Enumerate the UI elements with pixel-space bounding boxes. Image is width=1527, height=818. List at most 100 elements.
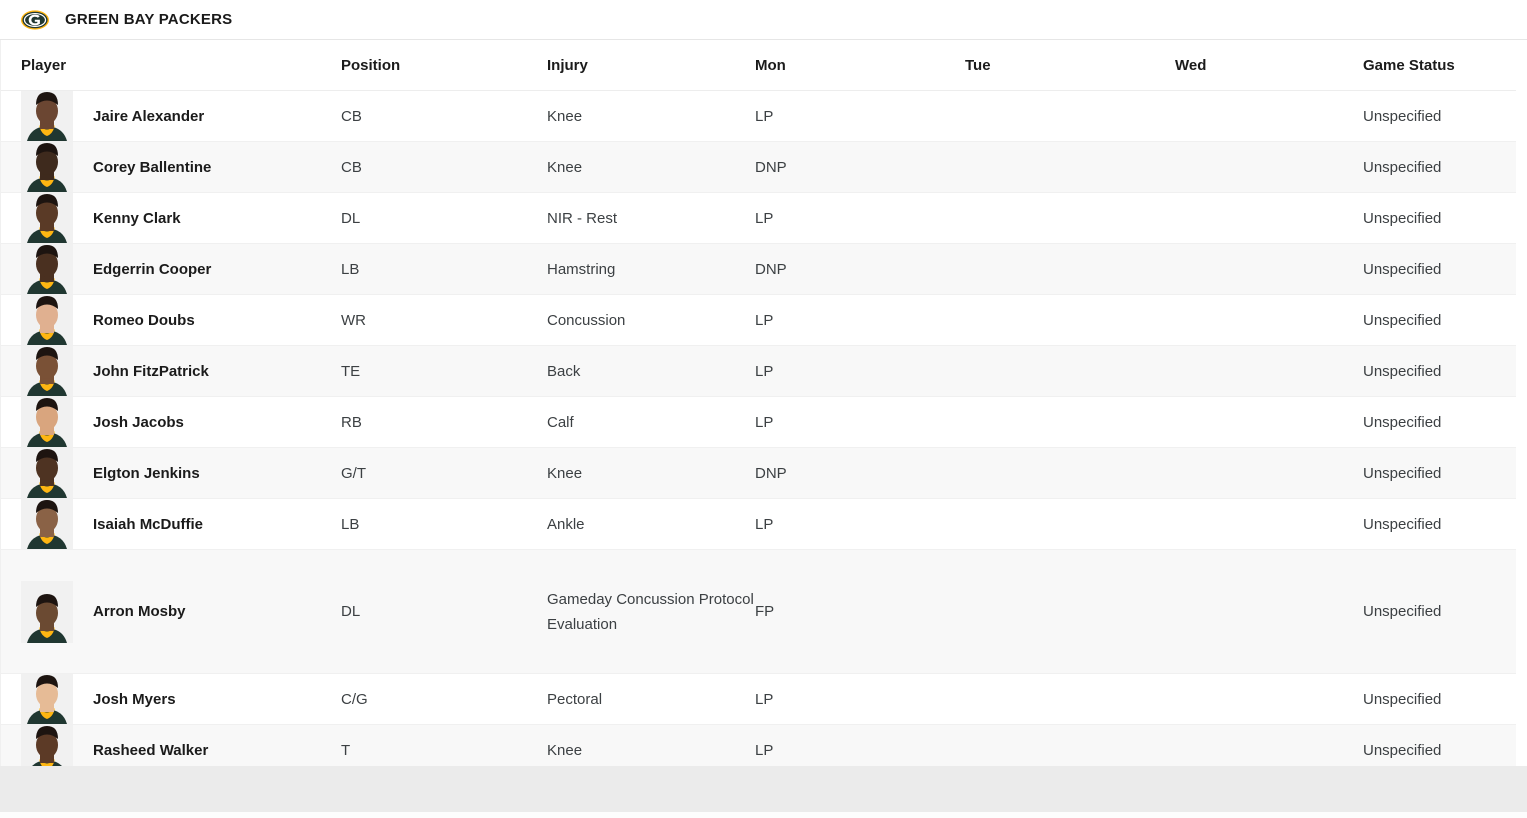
player-headshot-avatar [21, 580, 73, 643]
cell-tue [965, 673, 1175, 725]
cell-wed [1175, 498, 1363, 550]
player-name: Josh Jacobs [93, 413, 184, 431]
table-row[interactable]: Josh Myers C/G Pectoral LP Unspecified [1, 673, 1516, 725]
cell-player[interactable]: Isaiah McDuffie [1, 498, 341, 550]
cell-player[interactable]: Kenny Clark [1, 192, 341, 244]
cell-game-status: Unspecified [1363, 345, 1516, 397]
player-name: Elgton Jenkins [93, 464, 200, 482]
player-headshot-avatar [21, 346, 73, 396]
cell-player[interactable]: Edgerrin Cooper [1, 243, 341, 295]
cell-position: DL [341, 192, 547, 244]
cell-game-status: Unspecified [1363, 243, 1516, 295]
player-name: Corey Ballentine [93, 158, 212, 176]
page-footer-area [0, 766, 1527, 818]
cell-wed [1175, 243, 1363, 295]
cell-mon: LP [755, 192, 965, 244]
column-header-wed[interactable]: Wed [1175, 40, 1363, 91]
cell-wed [1175, 673, 1363, 725]
table-row[interactable]: Isaiah McDuffie LB Ankle LP Unspecified [1, 498, 1516, 550]
cell-tue [965, 724, 1175, 766]
cell-game-status: Unspecified [1363, 447, 1516, 499]
player-name: Rasheed Walker [93, 741, 209, 759]
table-row[interactable]: Rasheed Walker T Knee LP Unspecified [1, 724, 1516, 766]
injury-text: Knee [547, 464, 583, 482]
cell-game-status: Unspecified [1363, 498, 1516, 550]
cell-mon: LP [755, 724, 965, 766]
cell-mon: LP [755, 673, 965, 725]
cell-player[interactable]: Arron Mosby [1, 549, 341, 674]
cell-injury: Back [547, 345, 755, 397]
cell-player[interactable]: Elgton Jenkins [1, 447, 341, 499]
cell-player[interactable]: Jaire Alexander [1, 90, 341, 142]
cell-player[interactable]: John FitzPatrick [1, 345, 341, 397]
cell-position: CB [341, 141, 547, 193]
player-name: Josh Myers [93, 690, 176, 708]
player-headshot-avatar [21, 142, 73, 192]
cell-tue [965, 345, 1175, 397]
table-header-row: Player Position Injury Mon Tue Wed Game … [1, 40, 1516, 91]
table-header: Player Position Injury Mon Tue Wed Game … [1, 40, 1516, 91]
player-headshot-avatar [21, 499, 73, 549]
cell-player[interactable]: Corey Ballentine [1, 141, 341, 193]
cell-wed [1175, 549, 1363, 674]
column-header-position[interactable]: Position [341, 40, 547, 91]
team-name: GREEN BAY PACKERS [65, 11, 233, 28]
cell-player[interactable]: Romeo Doubs [1, 294, 341, 346]
cell-position: RB [341, 396, 547, 448]
cell-wed [1175, 90, 1363, 142]
injury-text: Knee [547, 158, 583, 176]
cell-injury: Calf [547, 396, 755, 448]
column-header-mon[interactable]: Mon [755, 40, 965, 91]
table-row[interactable]: Jaire Alexander CB Knee LP Unspecified [1, 90, 1516, 142]
table-row[interactable]: Elgton Jenkins G/T Knee DNP Unspecified [1, 447, 1516, 499]
cell-game-status: Unspecified [1363, 724, 1516, 766]
cell-wed [1175, 141, 1363, 193]
column-header-tue[interactable]: Tue [965, 40, 1175, 91]
cell-tue [965, 192, 1175, 244]
column-header-injury[interactable]: Injury [547, 40, 755, 91]
player-headshot-avatar [21, 193, 73, 243]
cell-position: TE [341, 345, 547, 397]
column-header-player[interactable]: Player [1, 40, 341, 91]
player-headshot-avatar [21, 244, 73, 294]
cell-wed [1175, 192, 1363, 244]
table-row[interactable]: Romeo Doubs WR Concussion LP Unspecified [1, 294, 1516, 346]
player-headshot-avatar [21, 397, 73, 447]
player-headshot-avatar [21, 448, 73, 498]
packers-g-logo-icon [20, 5, 50, 35]
cell-tue [965, 447, 1175, 499]
cell-position: G/T [341, 447, 547, 499]
team-injury-card: GREEN BAY PACKERS Player Position Injury… [0, 0, 1527, 766]
cell-mon: LP [755, 498, 965, 550]
table-body: Jaire Alexander CB Knee LP Unspecified C… [1, 90, 1516, 766]
cell-injury: Knee [547, 141, 755, 193]
injury-text: Hamstring [547, 260, 616, 278]
column-header-game-status[interactable]: Game Status [1363, 40, 1516, 91]
table-row[interactable]: Josh Jacobs RB Calf LP Unspecified [1, 396, 1516, 448]
cell-position: LB [341, 243, 547, 295]
cell-player[interactable]: Josh Jacobs [1, 396, 341, 448]
cell-game-status: Unspecified [1363, 396, 1516, 448]
cell-tue [965, 549, 1175, 674]
table-row[interactable]: Edgerrin Cooper LB Hamstring DNP Unspeci… [1, 243, 1516, 295]
cell-position: LB [341, 498, 547, 550]
cell-position: WR [341, 294, 547, 346]
cell-player[interactable]: Rasheed Walker [1, 724, 341, 766]
injury-text: Concussion [547, 311, 626, 329]
player-name: Romeo Doubs [93, 311, 195, 329]
cell-mon: DNP [755, 447, 965, 499]
table-row[interactable]: John FitzPatrick TE Back LP Unspecified [1, 345, 1516, 397]
cell-tue [965, 396, 1175, 448]
cell-position: T [341, 724, 547, 766]
injury-table: Player Position Injury Mon Tue Wed Game … [1, 40, 1516, 766]
cell-player[interactable]: Josh Myers [1, 673, 341, 725]
cell-mon: DNP [755, 243, 965, 295]
table-row[interactable]: Kenny Clark DL NIR - Rest LP Unspecified [1, 192, 1516, 244]
footer-strip [0, 812, 1527, 818]
cell-injury: Pectoral [547, 673, 755, 725]
table-row[interactable]: Arron Mosby DL Gameday Concussion Protoc… [1, 549, 1516, 674]
player-name: Isaiah McDuffie [93, 515, 204, 533]
injury-text: Gameday Concussion Protocol Evaluation [547, 590, 754, 633]
table-row[interactable]: Corey Ballentine CB Knee DNP Unspecified [1, 141, 1516, 193]
